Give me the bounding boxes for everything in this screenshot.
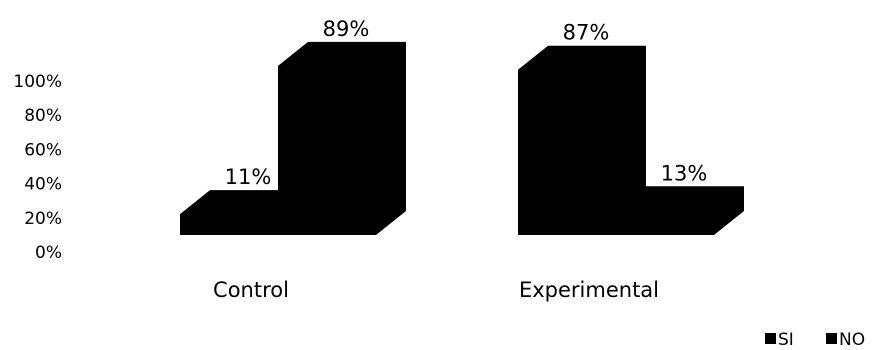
legend: SI NO [765, 330, 865, 350]
data-label: 87% [563, 21, 610, 45]
bar-control-no [278, 41, 406, 236]
y-axis-ticks: 0% 20% 40% 60% 80% 100% [13, 72, 62, 263]
category-label: Control [213, 278, 289, 302]
y-tick-label: 20% [24, 209, 62, 229]
y-tick-label: 0% [35, 243, 62, 263]
y-tick-label: 60% [24, 140, 62, 160]
category-labels: Control Experimental [213, 278, 659, 302]
data-label: 13% [661, 161, 708, 185]
bar-experimental-no [616, 186, 744, 235]
legend-label: SI [778, 330, 794, 350]
data-label: 89% [323, 17, 370, 41]
category-label: Experimental [519, 278, 659, 302]
y-tick-label: 40% [24, 175, 62, 195]
bar-control-si [180, 190, 308, 235]
data-label: 11% [225, 165, 272, 189]
legend-label: NO [839, 330, 865, 350]
legend-swatch-si [765, 333, 776, 344]
legend-swatch-no [826, 333, 837, 344]
bars [180, 41, 744, 236]
data-labels: 11% 89% 87% 13% [225, 17, 708, 189]
bar-experimental-si [518, 45, 646, 236]
y-tick-label: 100% [13, 72, 62, 92]
y-tick-label: 80% [24, 106, 62, 126]
